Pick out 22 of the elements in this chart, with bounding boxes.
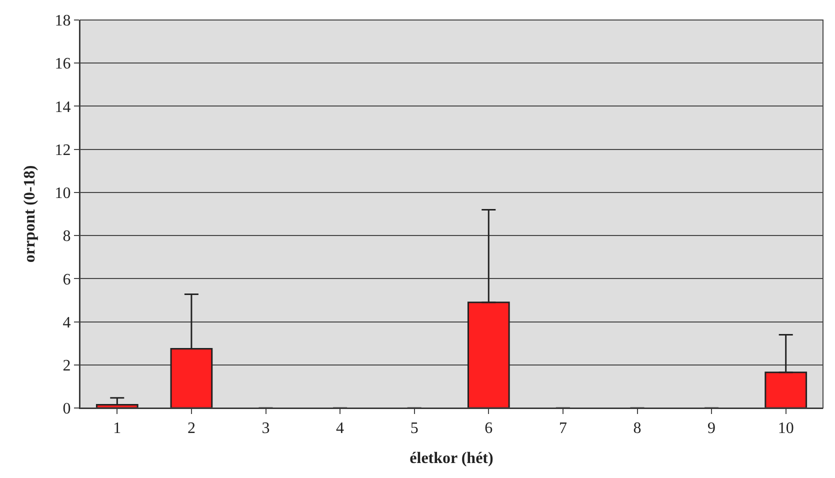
x-tick-label: 6 (484, 420, 493, 438)
x-tick-label: 8 (633, 420, 642, 438)
y-tick-label: 12 (54, 142, 71, 159)
y-tick-label: 2 (62, 357, 71, 374)
y-tick-label: 14 (54, 98, 71, 116)
x-tick-label: 7 (558, 420, 567, 438)
y-tick-label: 8 (62, 228, 71, 246)
y-tick-label: 18 (54, 12, 71, 30)
x-tick-label: 10 (778, 420, 794, 438)
x-tick-label: 4 (336, 420, 344, 438)
x-tick-label: 1 (113, 420, 122, 438)
y-tick-label: 16 (54, 56, 71, 73)
y-tick-label: 4 (62, 314, 71, 332)
y-tick-label: 10 (54, 185, 71, 202)
y-tick-label: 6 (62, 271, 71, 288)
x-tick-label: 9 (708, 420, 716, 438)
x-axis-title: életkor (hét) (410, 450, 494, 467)
y-axis-title: orrpont (0-18) (22, 165, 39, 263)
x-tick-label: 2 (187, 420, 196, 438)
y-tick-label: 0 (62, 400, 71, 418)
x-tick-label: 5 (410, 420, 418, 438)
x-tick-label: 3 (262, 420, 270, 438)
